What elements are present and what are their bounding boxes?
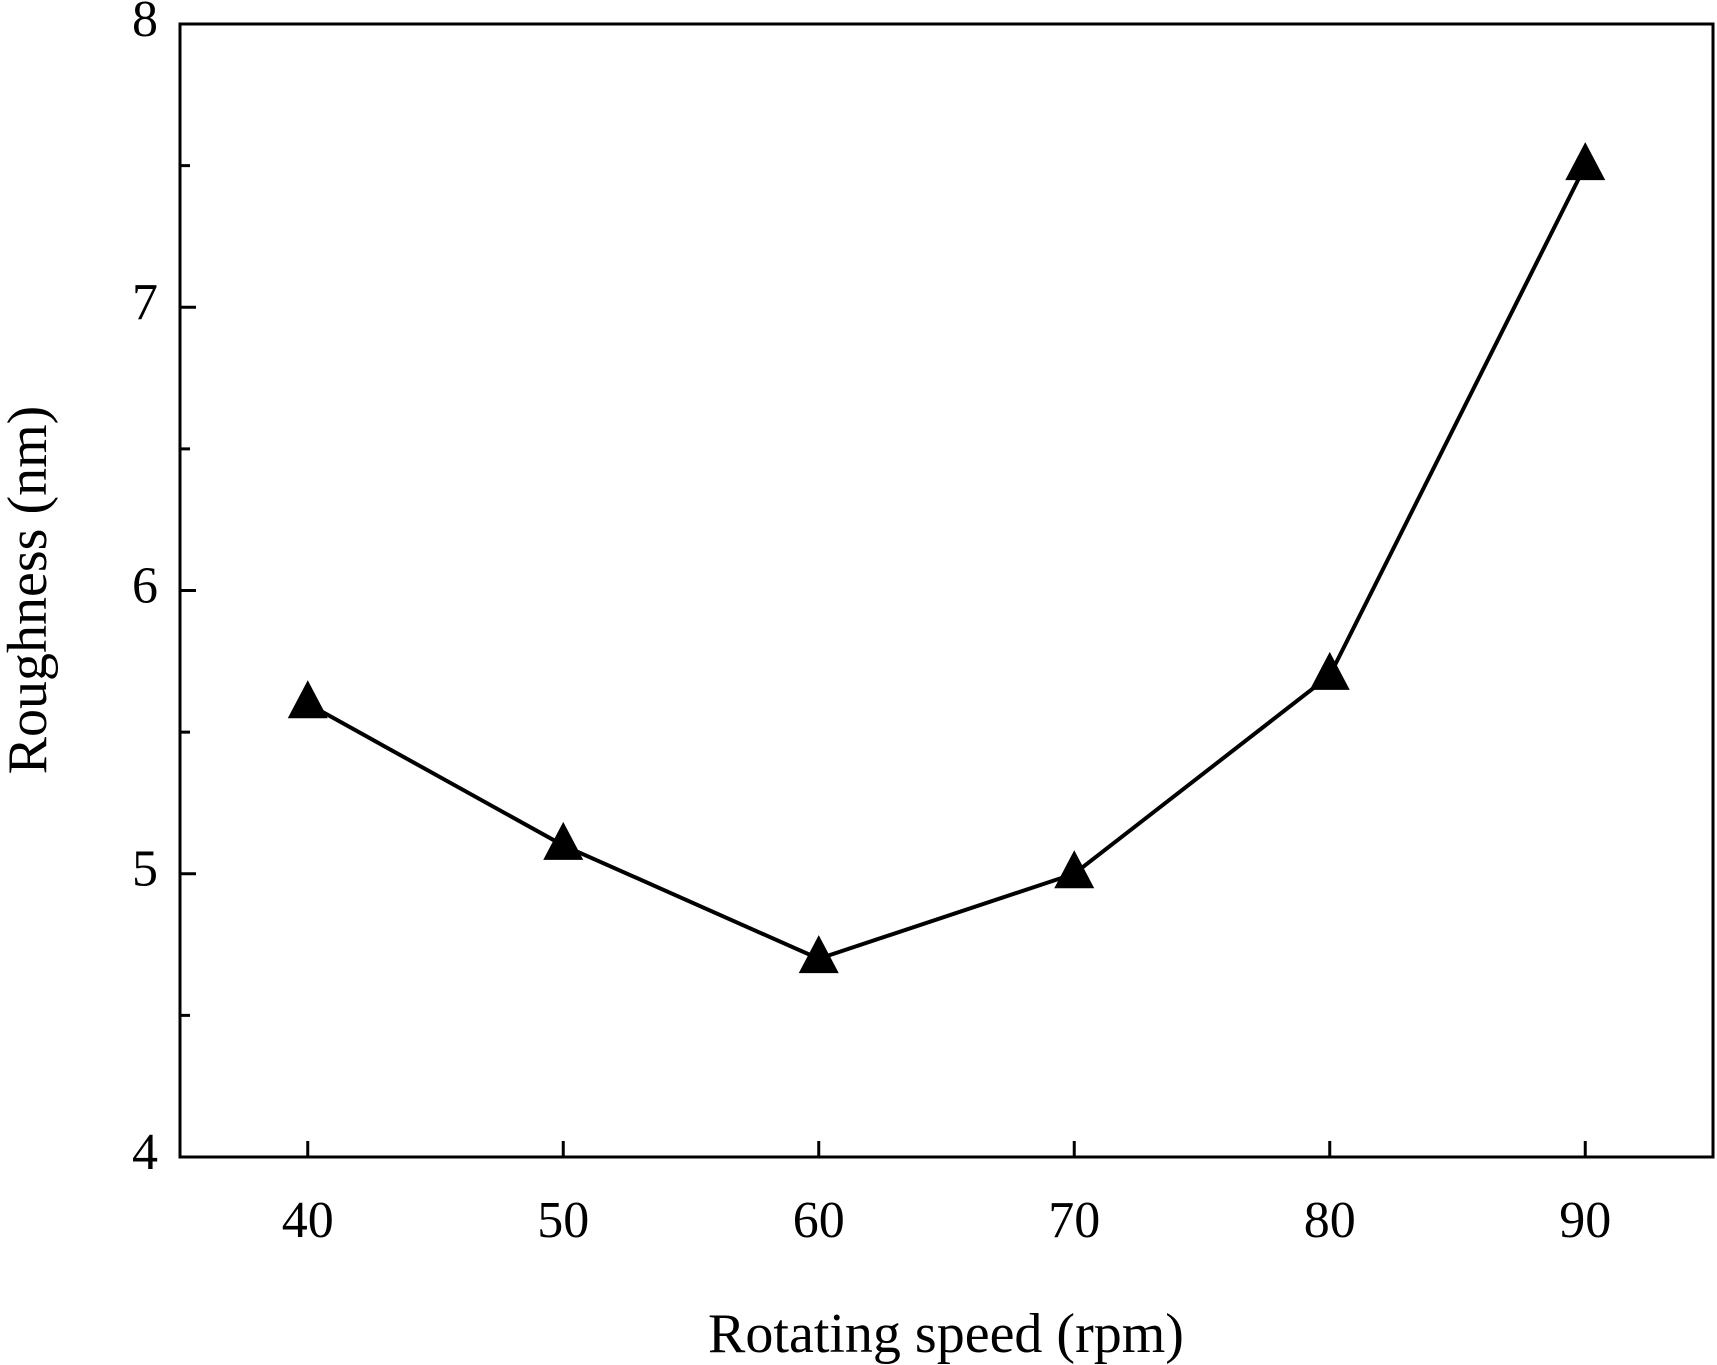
x-tick-label: 70 <box>1048 1192 1100 1249</box>
y-tick-label: 7 <box>132 274 158 331</box>
x-tick-label: 60 <box>793 1192 845 1249</box>
series-line <box>306 164 1588 961</box>
x-tick-label: 50 <box>537 1192 589 1249</box>
y-tick-label: 8 <box>132 0 158 48</box>
data-point-marker <box>543 821 584 860</box>
data-point-marker <box>1309 651 1350 690</box>
data-point-marker <box>287 680 328 719</box>
y-tick-label: 6 <box>132 557 158 614</box>
x-tick-label: 90 <box>1559 1192 1611 1249</box>
x-tick-label: 80 <box>1304 1192 1356 1249</box>
y-tick-label: 5 <box>132 841 158 898</box>
y-tick-label: 4 <box>132 1124 158 1181</box>
x-tick-label: 40 <box>282 1192 334 1249</box>
data-point-marker <box>1054 850 1095 889</box>
x-axis-ticks <box>306 1141 1587 1157</box>
data-point-marker <box>798 935 839 974</box>
y-axis-title: Roughness (nm) <box>0 406 59 775</box>
y-axis-tick-labels: 4 5 6 7 8 <box>132 0 158 1181</box>
y-axis-ticks <box>180 22 196 1159</box>
x-axis-tick-labels: 40 50 60 70 80 90 <box>282 1192 1612 1249</box>
data-point-marker <box>1565 142 1606 181</box>
plot-frame <box>178 22 1715 1159</box>
series-group <box>287 142 1606 974</box>
x-axis-title: Rotating speed (rpm) <box>708 1303 1184 1365</box>
